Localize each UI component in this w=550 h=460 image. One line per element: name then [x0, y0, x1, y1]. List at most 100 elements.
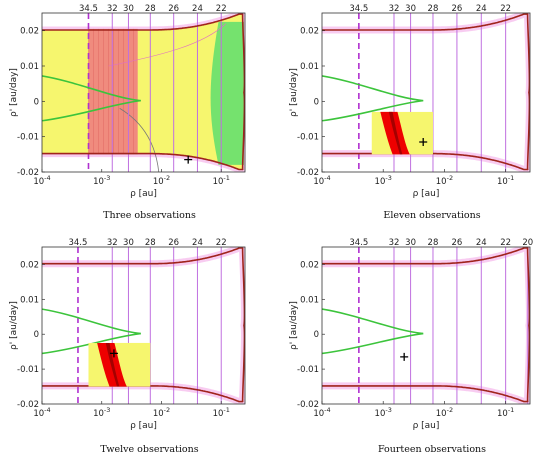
magnitude-label: 24: [192, 238, 203, 248]
x-axis-label: ρ [au]: [413, 421, 440, 431]
panel-caption: Three observations: [103, 210, 196, 221]
x-tick-label: 10-1: [213, 174, 230, 187]
trace-curve: [119, 108, 160, 172]
magnitude-label: 32: [107, 4, 118, 14]
magnitude-label: 28: [145, 4, 156, 14]
magnitude-label: 26: [452, 4, 463, 14]
green-curve-upper: [322, 75, 424, 102]
y-tick-label: 0.02: [20, 27, 39, 37]
nominal-solution-marker: [184, 155, 193, 164]
plot-area: [42, 247, 245, 404]
magnitude-label: 22: [500, 238, 511, 248]
solution-core: [388, 111, 403, 155]
y-tick-label: 0.02: [300, 27, 319, 37]
magnitude-label: 32: [389, 238, 400, 248]
y-tick-label: -0.02: [297, 400, 319, 410]
green-curve-upper: [42, 75, 141, 102]
x-tick-label: 10-3: [93, 406, 110, 419]
plot-area: [322, 13, 530, 172]
y-tick-label: 0: [34, 97, 39, 107]
y-tick-label: 0.01: [300, 295, 319, 305]
magnitude-label: 26: [168, 4, 179, 14]
magnitude-label: 26: [168, 238, 179, 248]
trace-curve: [108, 23, 227, 67]
y-tick-label: 0: [314, 97, 319, 107]
green-curve-upper: [322, 308, 424, 335]
green-curve-lower: [42, 99, 141, 122]
y-axis-label: ρ' [au/day]: [9, 68, 19, 117]
y-axis-label: ρ' [au/day]: [289, 68, 299, 117]
chart-panel-1: 34.5 32 30 28 26 24 22 -0.02 -0.01 0 0.01 0.02 10-4 1…: [9, 4, 246, 221]
plot-area: [42, 13, 245, 172]
x-tick-label: 10-1: [497, 406, 514, 419]
panel-caption: Twelve observations: [100, 444, 198, 455]
x-tick-label: 10-2: [153, 174, 170, 187]
y-tick-label: 0: [314, 330, 319, 340]
axes-frame: [41, 246, 246, 405]
plot-area: [322, 247, 530, 404]
magnitude-label: 34.5: [79, 4, 98, 14]
magnitude-label: 30: [405, 4, 416, 14]
x-tick-label: 10-4: [313, 174, 330, 187]
y-tick-label: 0: [34, 330, 39, 340]
x-tick-label: 10-2: [436, 406, 453, 419]
magnitude-label: 28: [145, 238, 156, 248]
x-tick-label: 10-2: [436, 174, 453, 187]
y-tick-label: -0.01: [297, 365, 319, 375]
x-tick-label: 10-1: [213, 406, 230, 419]
x-tick-label: 10-3: [375, 406, 392, 419]
y-axis-label: ρ' [au/day]: [9, 301, 19, 350]
nominal-solution-marker: [400, 352, 409, 361]
nominal-solution-marker: [109, 349, 118, 358]
magnitude-label: 22: [500, 4, 511, 14]
magnitude-label: 32: [389, 4, 400, 14]
y-tick-label: 0.02: [300, 260, 319, 270]
y-tick-label: -0.01: [17, 133, 39, 143]
magnitude-label: 28: [428, 4, 439, 14]
magnitude-label: 32: [107, 238, 118, 248]
axes-frame: [321, 12, 531, 173]
nominal-solution-marker: [419, 137, 428, 146]
magnitude-label: 26: [452, 238, 463, 248]
y-tick-label: -0.01: [297, 133, 319, 143]
green-curve-upper: [42, 308, 141, 335]
y-tick-label: 0.01: [20, 295, 39, 305]
admissible-region-boundary: [42, 13, 245, 171]
x-tick-label: 10-1: [497, 174, 514, 187]
magnitude-label: 20: [522, 238, 533, 248]
x-axis-label: ρ [au]: [130, 189, 157, 199]
magnitude-label: 34.5: [349, 238, 368, 248]
attributable-region-red: [88, 28, 138, 155]
solution-core: [105, 342, 120, 387]
chart-panel-2: 34.5 32 30 28 26 24 22 -0.02 -0.01 0 0.01 0.02 10-4 1…: [289, 4, 531, 221]
magnitude-label: 22: [216, 238, 227, 248]
y-tick-label: -0.02: [297, 168, 319, 178]
magnitude-label: 34.5: [68, 238, 87, 248]
x-tick-label: 10-3: [93, 174, 110, 187]
boundary-halo: [322, 247, 530, 404]
magnitude-label: 34.5: [349, 4, 368, 14]
axes-frame: [41, 12, 246, 173]
admissible-region-boundary: [322, 247, 530, 403]
magnitude-label: 30: [123, 238, 134, 248]
y-tick-label: -0.02: [17, 400, 39, 410]
chart-panel-4: 34.5 32 30 28 26 24 22 20 -0.02 -0.01 0 0.01 0.02 10-…: [289, 238, 533, 455]
green-curve-lower: [322, 332, 424, 355]
y-tick-label: 0.01: [20, 62, 39, 72]
x-axis-label: ρ [au]: [413, 189, 440, 199]
y-tick-label: 0.01: [300, 62, 319, 72]
attributable-region-green: [210, 21, 244, 165]
x-axis-label: ρ [au]: [130, 421, 157, 431]
chart-panel-3: 34.5 32 30 28 26 24 22 -0.02 -0.01 0 0.01 0.02 10-4 1…: [9, 238, 246, 455]
y-tick-label: -0.02: [17, 168, 39, 178]
x-tick-label: 10-4: [313, 406, 330, 419]
magnitude-label: 28: [428, 238, 439, 248]
y-tick-label: -0.01: [17, 365, 39, 375]
x-tick-label: 10-2: [153, 406, 170, 419]
magnitude-label: 24: [192, 4, 203, 14]
axes-frame: [321, 246, 531, 405]
magnitude-label: 30: [123, 4, 134, 14]
panel-caption: Fourteen observations: [378, 444, 486, 455]
magnitude-label: 24: [476, 238, 487, 248]
